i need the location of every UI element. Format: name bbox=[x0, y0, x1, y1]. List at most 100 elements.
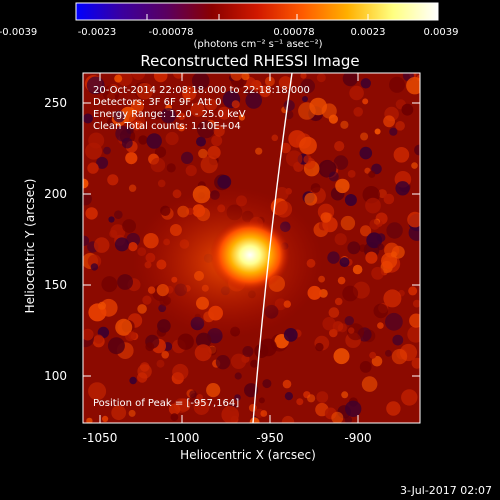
noise-blob bbox=[211, 135, 223, 147]
noise-blob bbox=[145, 342, 155, 352]
noise-blob bbox=[283, 100, 295, 112]
noise-blob bbox=[342, 73, 358, 87]
noise-blob bbox=[117, 274, 133, 290]
noise-blob bbox=[260, 410, 268, 417]
solar-limb bbox=[252, 73, 293, 423]
noise-blob bbox=[393, 147, 410, 163]
noise-blob bbox=[194, 344, 212, 362]
noise-blob bbox=[230, 353, 247, 369]
plot-frame bbox=[82, 72, 421, 424]
noise-blob bbox=[83, 235, 90, 246]
noise-blob bbox=[316, 391, 329, 403]
noise-blob bbox=[245, 92, 262, 109]
noise-blob bbox=[286, 150, 303, 167]
plot-title: Reconstructed RHESSI Image bbox=[140, 52, 360, 70]
noise-blob bbox=[271, 134, 279, 142]
colorbar bbox=[75, 2, 439, 21]
noise-blob bbox=[114, 210, 123, 219]
noise-blob bbox=[153, 73, 168, 83]
noise-blob bbox=[131, 120, 142, 131]
noise-blob bbox=[280, 142, 291, 154]
noise-blob bbox=[241, 73, 250, 81]
noise-blob bbox=[344, 316, 354, 326]
noise-blob bbox=[114, 237, 129, 252]
noise-blob bbox=[328, 171, 339, 182]
noise-blob bbox=[304, 192, 318, 206]
noise-blob bbox=[347, 241, 361, 255]
y-axis-label: Heliocentric Y (arcsec) bbox=[23, 178, 37, 314]
colorbar-units: (photons cm⁻² s⁻¹ asec⁻²) bbox=[193, 39, 323, 50]
noise-blob bbox=[196, 136, 206, 147]
noise-blob bbox=[103, 146, 111, 155]
colorbar-tick-label: 0.00078 bbox=[273, 27, 315, 38]
noise-blob bbox=[160, 108, 176, 124]
noise-blob bbox=[125, 152, 138, 165]
noise-blob bbox=[386, 401, 401, 416]
noise-blob bbox=[205, 98, 218, 111]
noise-blob bbox=[166, 163, 176, 173]
noise-blob bbox=[300, 78, 316, 94]
noise-blob bbox=[320, 212, 332, 223]
noise-blob bbox=[365, 251, 378, 264]
noise-blob bbox=[360, 78, 371, 89]
noise-blob bbox=[302, 96, 308, 102]
noise-blob bbox=[83, 113, 93, 124]
noise-blob bbox=[181, 151, 194, 164]
noise-blob bbox=[128, 184, 137, 192]
noise-blob bbox=[383, 289, 402, 308]
noise-blob bbox=[136, 82, 153, 100]
noise-blob bbox=[353, 107, 364, 117]
noise-blob bbox=[315, 342, 324, 352]
noise-blob bbox=[172, 73, 185, 79]
noise-blob bbox=[221, 405, 239, 423]
noise-blob bbox=[359, 146, 373, 160]
noise-blob bbox=[213, 125, 225, 137]
noise-blob bbox=[231, 100, 240, 109]
noise-blob bbox=[373, 303, 389, 319]
noise-blob bbox=[299, 136, 317, 155]
noise-blob bbox=[115, 126, 131, 142]
noise-blob bbox=[347, 170, 356, 178]
noise-blob bbox=[411, 162, 418, 169]
noise-blob bbox=[307, 394, 316, 403]
noise-blob bbox=[137, 304, 147, 314]
y-tick-label: 100 bbox=[44, 369, 67, 383]
noise-blob bbox=[283, 328, 298, 342]
noise-blob bbox=[177, 123, 186, 132]
noise-blob bbox=[333, 155, 349, 170]
noise-blob bbox=[406, 77, 420, 95]
colorbar-tick-label: -0.0039 bbox=[0, 27, 38, 38]
noise-blob bbox=[345, 400, 362, 417]
noise-blob bbox=[385, 349, 392, 357]
noise-blob bbox=[217, 106, 231, 120]
noise-blob bbox=[238, 114, 245, 121]
noise-blob bbox=[128, 331, 137, 340]
noise-blob bbox=[242, 346, 254, 357]
noise-blob bbox=[161, 351, 169, 359]
noise-blob bbox=[339, 257, 350, 268]
noise-blob bbox=[285, 188, 293, 195]
noise-blob bbox=[383, 115, 395, 128]
noise-blob bbox=[137, 364, 152, 379]
noise-blob bbox=[275, 187, 289, 201]
noise-blob bbox=[411, 357, 420, 369]
noise-blob bbox=[244, 383, 259, 398]
noise-blob bbox=[150, 157, 166, 173]
noise-blob bbox=[414, 144, 420, 156]
colorbar-tick-label: -0.0023 bbox=[77, 27, 117, 38]
x-tick-label: -900 bbox=[344, 431, 372, 445]
noise-blob bbox=[96, 156, 109, 169]
noise-blob bbox=[172, 189, 182, 199]
noise-blob bbox=[101, 276, 118, 293]
noise-blob bbox=[300, 73, 307, 79]
noise-blob bbox=[190, 102, 205, 117]
noise-blob bbox=[249, 417, 260, 423]
noise-blob bbox=[85, 207, 98, 220]
noise-blob bbox=[334, 233, 347, 246]
noise-blob bbox=[401, 103, 414, 116]
noise-blob bbox=[138, 135, 148, 145]
noise-blob bbox=[115, 318, 133, 336]
noise-blob bbox=[389, 127, 398, 136]
noise-blob bbox=[254, 344, 269, 358]
noise-blob bbox=[385, 312, 403, 331]
